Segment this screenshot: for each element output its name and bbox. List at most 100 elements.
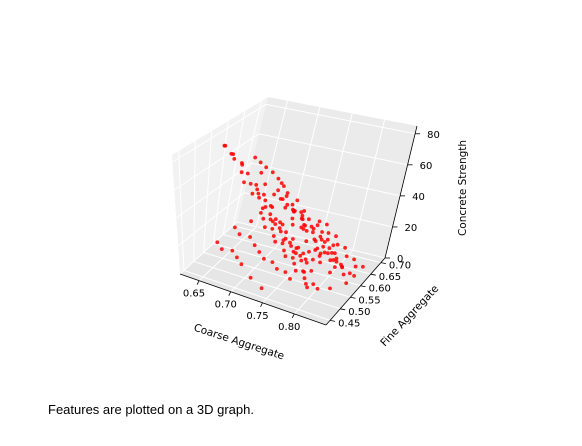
- data-point: [259, 170, 264, 175]
- data-point: [276, 188, 280, 193]
- data-point: [264, 165, 269, 170]
- data-point: [320, 230, 324, 234]
- data-point: [315, 286, 320, 291]
- data-point: [343, 245, 347, 250]
- axis-panes: [172, 97, 417, 325]
- data-point: [313, 248, 318, 252]
- data-point: [278, 220, 282, 225]
- data-point: [352, 274, 356, 278]
- data-point: [322, 240, 327, 244]
- tick-marks: [196, 133, 421, 322]
- data-point: [279, 181, 284, 186]
- grid-line: [262, 242, 322, 304]
- y-tick-label: 0.60: [369, 284, 391, 295]
- data-point: [325, 222, 329, 227]
- data-point: [283, 254, 288, 259]
- data-point: [215, 240, 220, 245]
- data-point: [254, 183, 259, 187]
- data-point: [284, 230, 288, 235]
- data-point: [325, 237, 330, 242]
- grid-line: [236, 221, 386, 259]
- data-point: [298, 253, 303, 258]
- x-tick-label: 0.75: [246, 311, 268, 322]
- data-point: [285, 191, 290, 195]
- data-point: [248, 181, 253, 186]
- data-point: [361, 264, 365, 269]
- grid-line: [232, 225, 382, 264]
- data-point: [352, 257, 356, 262]
- data-point: [321, 244, 326, 249]
- data-point: [260, 206, 265, 211]
- grid-lines: [172, 100, 416, 321]
- data-point: [311, 226, 316, 231]
- data-point: [249, 219, 254, 224]
- data-point: [268, 212, 273, 217]
- data-point: [333, 265, 337, 269]
- data-point: [322, 250, 327, 255]
- data-point: [278, 229, 283, 234]
- data-point: [257, 250, 262, 254]
- x-tick-labels: 0.65 0.70 0.75 0.80: [183, 289, 301, 333]
- data-point: [292, 261, 297, 266]
- data-point: [295, 198, 300, 203]
- data-point: [311, 282, 316, 287]
- data-point: [290, 256, 295, 260]
- grid-line: [212, 120, 229, 244]
- x-tick-label: 0.80: [278, 322, 300, 333]
- data-point: [288, 277, 292, 281]
- y-tick-label: 0.65: [379, 272, 401, 283]
- data-point: [334, 234, 338, 239]
- z-tick-label: 0: [397, 254, 403, 265]
- grid-line: [258, 133, 408, 166]
- data-point: [302, 276, 307, 281]
- grid-line: [203, 130, 213, 253]
- grid-line: [174, 133, 260, 191]
- data-point: [272, 192, 276, 197]
- data-point: [300, 217, 305, 222]
- data-point: [270, 260, 275, 264]
- data-point: [302, 209, 307, 213]
- data-point: [291, 249, 296, 254]
- data-point: [304, 239, 309, 244]
- data-point: [275, 267, 279, 271]
- data-point: [219, 247, 224, 252]
- data-point: [290, 222, 295, 227]
- data-point: [235, 255, 239, 260]
- data-point: [280, 222, 285, 227]
- data-point: [333, 251, 337, 256]
- data-point: [334, 256, 339, 261]
- y-tick: [329, 319, 336, 322]
- data-point: [282, 184, 286, 189]
- data-point: [290, 216, 295, 221]
- data-point: [280, 241, 285, 246]
- data-point: [328, 258, 333, 263]
- grid-line: [352, 119, 386, 251]
- z-axis-label: Concrete Strength: [457, 140, 469, 236]
- data-point: [259, 211, 263, 215]
- grid-line: [244, 192, 393, 228]
- grid-line: [203, 252, 351, 298]
- data-point: [250, 191, 255, 196]
- grid-line: [193, 260, 341, 310]
- y-axis-line: [325, 257, 386, 326]
- grid-line: [232, 100, 262, 226]
- grid-line: [255, 100, 288, 227]
- data-point: [344, 281, 349, 285]
- data-point: [311, 257, 315, 262]
- x-tick-label: 0.70: [215, 300, 237, 311]
- data-points: [215, 143, 365, 291]
- data-point: [312, 237, 317, 242]
- data-point: [223, 143, 228, 148]
- data-point: [293, 209, 297, 213]
- data-point: [248, 275, 253, 280]
- data-point: [326, 251, 330, 256]
- data-point: [270, 170, 275, 175]
- y-tick: [370, 273, 376, 276]
- data-point: [258, 160, 263, 165]
- data-point: [233, 225, 237, 230]
- x-tick: [196, 280, 200, 285]
- data-point: [299, 210, 304, 215]
- data-point: [261, 216, 266, 221]
- grid-line: [320, 113, 353, 243]
- grid-line: [266, 103, 416, 135]
